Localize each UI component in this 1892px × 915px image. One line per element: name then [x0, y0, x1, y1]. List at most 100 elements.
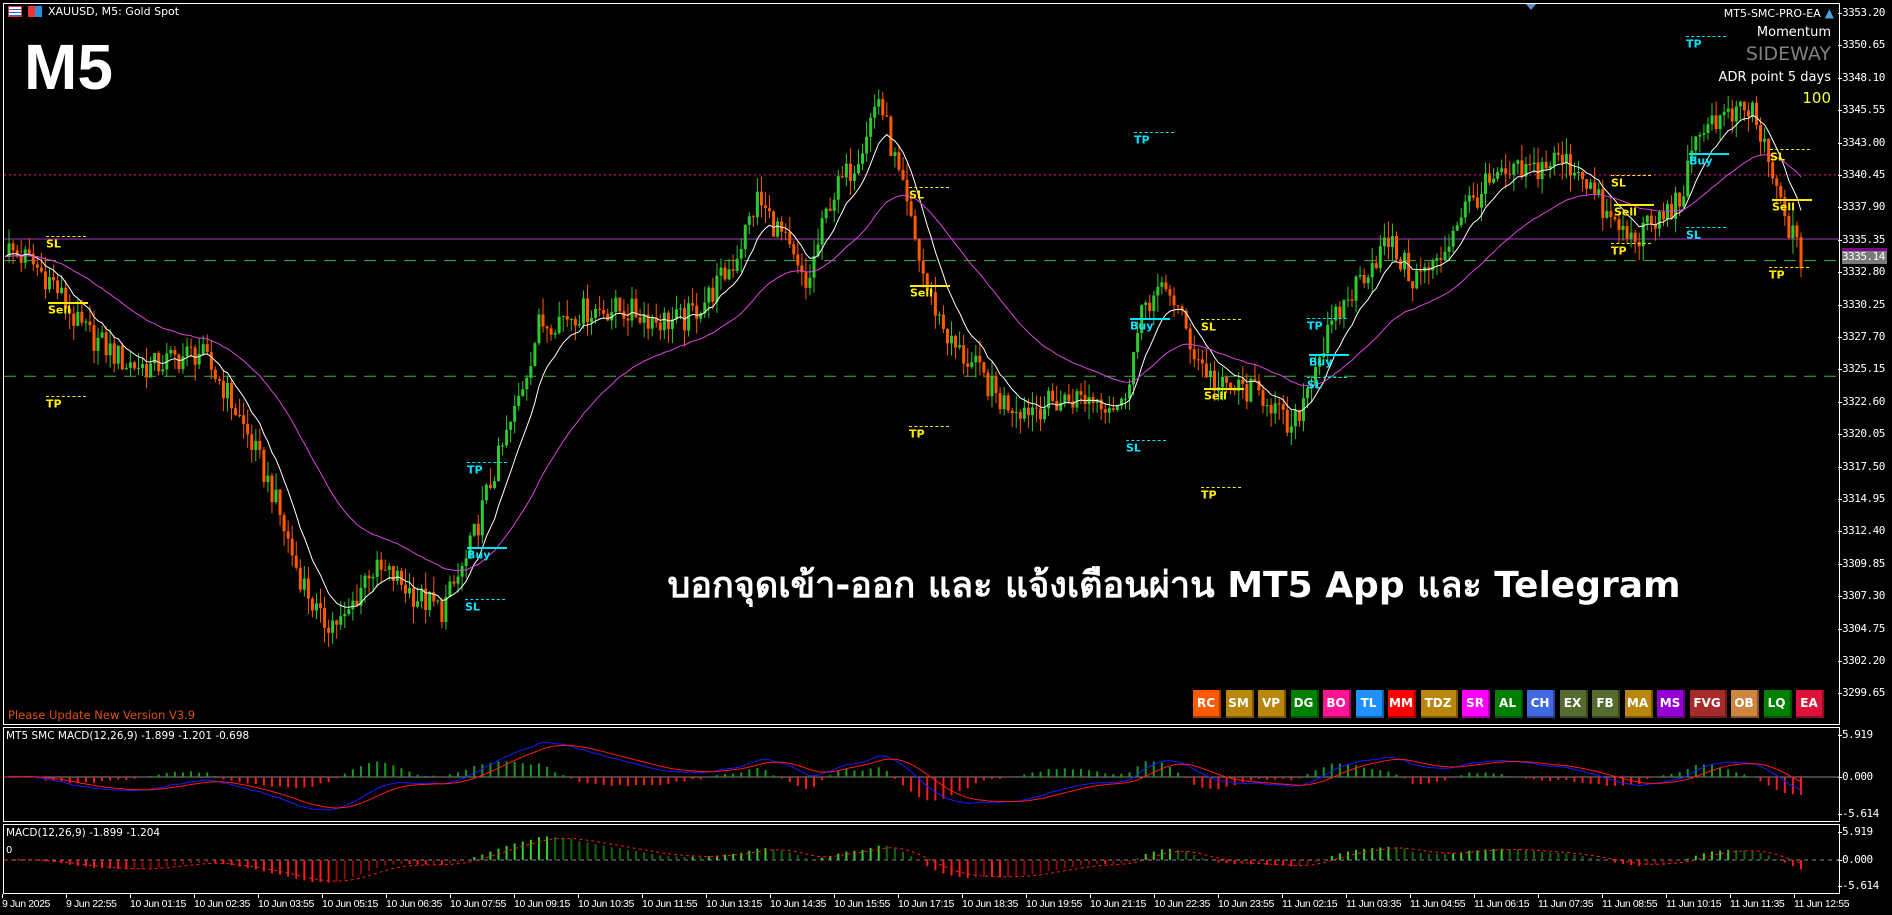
- signal-marker-sell: Sell: [910, 286, 933, 300]
- macd-panel-2-axis-label: 0.000: [1838, 853, 1873, 866]
- tool-button-tl[interactable]: TL: [1355, 690, 1384, 718]
- candle-body: [1293, 410, 1297, 427]
- candle-body: [881, 99, 885, 116]
- candle-body: [836, 176, 840, 200]
- candle-body: [1071, 401, 1075, 408]
- candle-body: [64, 287, 68, 309]
- candle-body: [962, 345, 966, 364]
- candle-body: [242, 415, 246, 424]
- candle-body: [1471, 195, 1475, 198]
- tool-button-al[interactable]: AL: [1494, 690, 1523, 718]
- time-axis-label: 10 Jun 05:15: [322, 894, 378, 910]
- candle-body: [1010, 410, 1014, 413]
- candle-body: [145, 364, 149, 378]
- tool-button-sr[interactable]: SR: [1462, 690, 1490, 718]
- tool-button-bo[interactable]: BO: [1323, 690, 1351, 718]
- candle-body: [1686, 160, 1690, 197]
- tool-button-ma[interactable]: MA: [1624, 690, 1653, 718]
- price-axis-label: 3317.50: [1838, 459, 1885, 473]
- candle-body: [1285, 409, 1289, 433]
- macd-panel[interactable]: [3, 824, 1840, 894]
- candle-body: [1354, 276, 1358, 301]
- candle-body: [832, 199, 836, 211]
- tool-button-ob[interactable]: OB: [1731, 690, 1759, 718]
- candle-body: [1310, 385, 1314, 389]
- candle-body: [925, 273, 929, 291]
- candle-body: [1047, 390, 1051, 409]
- candle-body: [1463, 201, 1467, 218]
- signal-marker-tp: TP: [1201, 488, 1217, 502]
- tool-button-ch[interactable]: CH: [1527, 690, 1555, 718]
- shift-marker-icon[interactable]: [1525, 3, 1537, 10]
- candle-body: [250, 434, 254, 451]
- candle-body: [468, 535, 472, 559]
- candle-body: [808, 277, 812, 288]
- chart-list-icon[interactable]: [8, 6, 22, 17]
- tool-button-mm[interactable]: MM: [1388, 690, 1416, 718]
- candle-body: [517, 395, 521, 406]
- candle-body: [1277, 403, 1281, 405]
- candle-body: [1030, 407, 1034, 416]
- candle-body: [11, 243, 15, 251]
- price-axis-label: 3343.00: [1838, 135, 1885, 149]
- candle-body: [270, 475, 274, 503]
- tool-button-ea[interactable]: EA: [1796, 690, 1824, 718]
- candle-body: [387, 566, 391, 570]
- signal-marker-tp: TP: [467, 463, 483, 477]
- candle-body: [314, 603, 318, 611]
- candle-body: [1698, 134, 1702, 137]
- tool-button-tdz[interactable]: TDZ: [1420, 690, 1458, 718]
- time-axis-label: 10 Jun 15:55: [834, 894, 890, 910]
- candle-body: [1467, 195, 1471, 202]
- candle-body: [598, 308, 602, 310]
- tool-button-ex[interactable]: EX: [1559, 690, 1588, 718]
- candle-body: [1253, 378, 1257, 381]
- time-axis-label: 10 Jun 22:35: [1154, 894, 1210, 910]
- candle-body: [549, 328, 553, 335]
- tool-button-vp[interactable]: VP: [1258, 690, 1286, 718]
- candle-body: [294, 555, 298, 568]
- candle-body: [622, 311, 626, 319]
- candle-body: [1265, 405, 1269, 407]
- signal-marker-tp: TP: [1134, 133, 1150, 147]
- candle-body: [553, 332, 557, 335]
- candle-body: [1399, 259, 1403, 270]
- price-axis-label: 3314.95: [1838, 492, 1885, 505]
- candle-body: [873, 106, 877, 118]
- candle-body: [169, 350, 173, 354]
- candle-body: [1621, 225, 1625, 230]
- candle-body: [804, 272, 808, 288]
- tool-button-dg[interactable]: DG: [1290, 690, 1319, 718]
- candle-body: [869, 117, 873, 137]
- tool-button-fvg[interactable]: FVG: [1689, 690, 1727, 718]
- smc-macd-panel[interactable]: [3, 727, 1840, 822]
- tool-button-lq[interactable]: LQ: [1763, 690, 1792, 718]
- candle-body: [1136, 332, 1140, 353]
- candle-body: [15, 250, 19, 256]
- save-template-icon[interactable]: [28, 6, 42, 17]
- candle-body: [108, 343, 112, 356]
- candle-body: [39, 267, 43, 272]
- candle-body: [800, 265, 804, 273]
- time-axis-label: 11 Jun 11:35: [1730, 894, 1785, 910]
- sell-tp-line: [46, 396, 86, 397]
- tool-button-ms[interactable]: MS: [1657, 690, 1685, 718]
- candle-body: [1067, 394, 1071, 402]
- candle-body: [1755, 102, 1759, 126]
- candle-body: [1589, 182, 1593, 189]
- tool-button-rc[interactable]: RC: [1193, 690, 1221, 718]
- candle-body: [1192, 349, 1196, 360]
- buy-sl-line: [1126, 440, 1166, 441]
- tool-button-fb[interactable]: FB: [1592, 690, 1620, 718]
- candle-body: [205, 344, 209, 353]
- tool-button-sm[interactable]: SM: [1225, 690, 1254, 718]
- update-notice[interactable]: Please Update New Version V3.9: [8, 708, 196, 722]
- candle-body: [1500, 168, 1504, 172]
- candle-body: [1014, 412, 1018, 414]
- candle-body: [1714, 115, 1718, 130]
- price-axis-label: 3327.70: [1838, 330, 1885, 343]
- price-axis-label: 3322.60: [1838, 394, 1885, 408]
- main-chart-panel[interactable]: [3, 3, 1840, 725]
- candle-body: [650, 317, 654, 329]
- candle-body: [480, 500, 484, 536]
